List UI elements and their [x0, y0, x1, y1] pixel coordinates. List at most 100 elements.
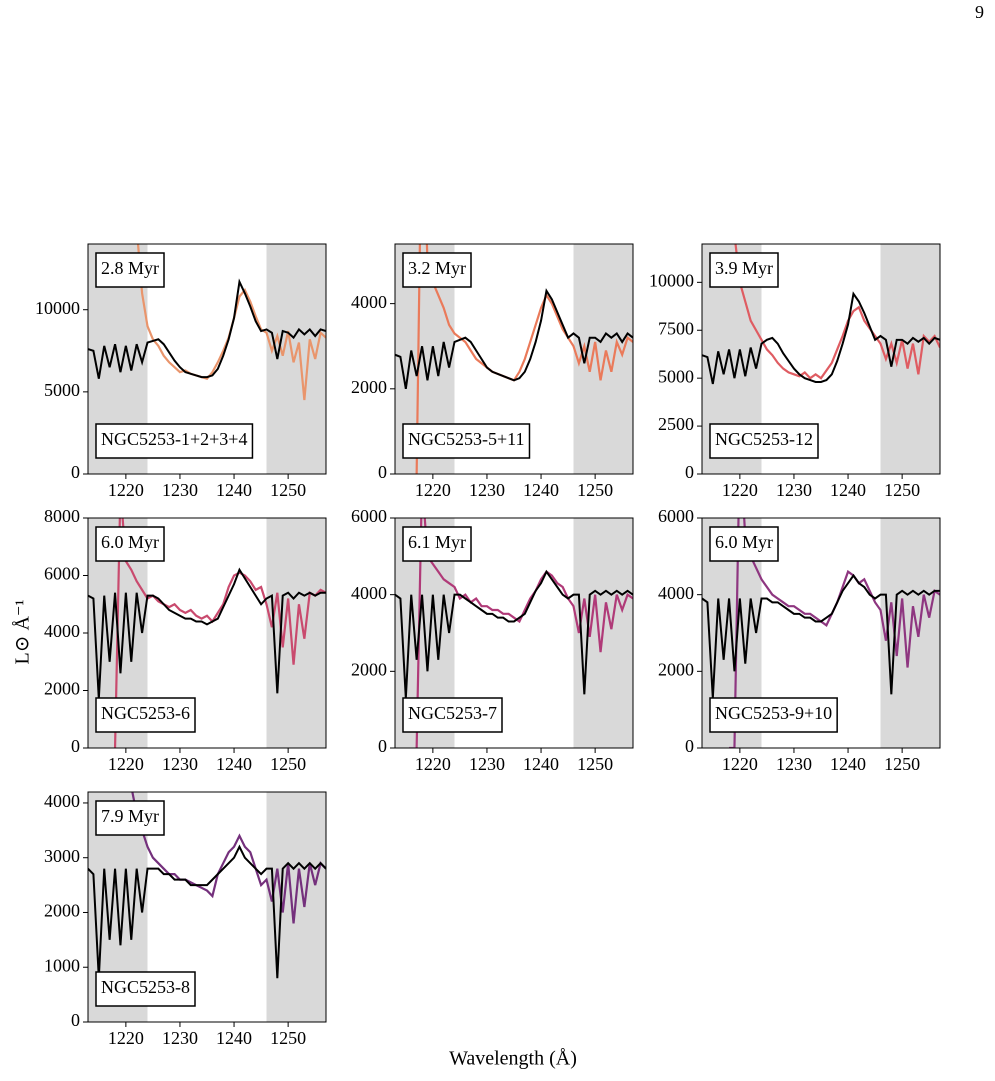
spectrum-line	[131, 792, 326, 924]
y-axis-label: L⊙ Å⁻¹	[12, 600, 34, 665]
axes-frame	[87, 243, 327, 475]
x-tick-label: 1220	[108, 1028, 144, 1048]
spectrum-line	[734, 244, 940, 380]
x-tick-label: 1240	[216, 754, 252, 774]
y-tick-label: 5000	[658, 366, 694, 386]
x-tick-label: 1240	[830, 754, 866, 774]
y-tick-label: 8000	[44, 506, 80, 526]
x-tick-label: 1250	[884, 480, 920, 500]
x-tick-label: 1220	[415, 754, 451, 774]
axes-frame	[701, 243, 941, 475]
spectrum-line	[88, 844, 326, 979]
axes-frame	[394, 517, 634, 749]
x-axis-label: Wavelength (Å)	[449, 1048, 577, 1070]
y-tick-label: 4000	[44, 621, 80, 641]
y-tick-label: 6000	[658, 506, 694, 526]
age-label: 7.9 Myr	[101, 806, 159, 826]
y-tick-label: 2000	[44, 679, 80, 699]
label-box	[402, 252, 472, 288]
x-tick-label: 1240	[216, 480, 252, 500]
x-tick-label: 1240	[523, 480, 559, 500]
y-tick-label: 4000	[351, 292, 387, 312]
x-tick-label: 1250	[884, 754, 920, 774]
y-tick-label: 7500	[658, 318, 694, 338]
label-box	[709, 526, 779, 562]
y-tick-label: 10000	[649, 270, 694, 290]
y-tick-label: 0	[685, 736, 694, 756]
x-tick-label: 1230	[162, 754, 198, 774]
label-box	[95, 697, 196, 733]
spectrum-line	[88, 567, 326, 700]
age-label: 3.9 Myr	[715, 258, 773, 278]
cluster-label: NGC5253-7	[408, 703, 497, 723]
y-tick-label: 0	[71, 462, 80, 482]
label-box	[95, 252, 165, 288]
age-label: 6.0 Myr	[101, 532, 159, 552]
panel: 1220 1230 1240 1250 0 2500 5000 7500 10000 3.9 My…	[649, 243, 941, 500]
y-tick-label: 6000	[351, 506, 387, 526]
label-box	[402, 526, 472, 562]
y-tick-label: 4000	[658, 583, 694, 603]
cluster-label: NGC5253-1+2+3+4	[101, 429, 247, 449]
label-box	[709, 423, 819, 459]
cluster-label: NGC5253-12	[715, 429, 813, 449]
y-tick-label: 0	[71, 736, 80, 756]
y-tick-label: 1000	[44, 955, 80, 975]
y-tick-label: 2000	[351, 659, 387, 679]
x-tick-label: 1220	[415, 480, 451, 500]
x-tick-label: 1230	[776, 480, 812, 500]
y-tick-label: 2500	[658, 414, 694, 434]
x-tick-label: 1220	[722, 754, 758, 774]
label-box	[95, 423, 254, 459]
y-tick-label: 2000	[351, 377, 387, 397]
cluster-label: NGC5253-8	[101, 977, 190, 997]
spectrum-line	[702, 291, 940, 385]
x-tick-label: 1250	[577, 754, 613, 774]
x-tick-label: 1230	[776, 754, 812, 774]
x-tick-label: 1250	[270, 754, 306, 774]
axes-frame	[394, 243, 634, 475]
panel: 1220 1230 1240 1250 0 2000 4000 3.2 Myr NGC5253-…	[351, 243, 634, 500]
x-tick-label: 1250	[577, 480, 613, 500]
y-tick-label: 4000	[351, 583, 387, 603]
y-tick-label: 4000	[44, 791, 80, 811]
spectrum-line	[395, 288, 633, 389]
cluster-label: NGC5253-5+11	[408, 429, 524, 449]
label-box	[709, 252, 779, 288]
x-tick-label: 1250	[270, 1028, 306, 1048]
page-number: 9	[975, 2, 984, 22]
spectrum-line	[395, 569, 633, 699]
x-tick-label: 1230	[162, 1028, 198, 1048]
y-tick-label: 6000	[44, 564, 80, 584]
spectrum-line	[113, 518, 326, 748]
axes-frame	[87, 791, 327, 1023]
panel: 1220 1230 1240 1250 0 1000 2000 3000 4000 7.9 Myr…	[44, 791, 327, 1048]
age-label: 2.8 Myr	[101, 258, 159, 278]
age-label: 6.1 Myr	[408, 532, 466, 552]
x-tick-label: 1220	[108, 480, 144, 500]
y-tick-label: 0	[378, 736, 387, 756]
panel: 1220 1230 1240 1250 0 2000 4000 6000 6.1 Myr NGC5…	[351, 506, 634, 774]
shaded-span	[266, 244, 326, 474]
x-tick-label: 1230	[469, 754, 505, 774]
panel: 1220 1230 1240 1250 0 5000 10000 2.8 Myr NGC5253…	[35, 243, 327, 500]
x-tick-label: 1240	[830, 480, 866, 500]
x-tick-label: 1240	[523, 754, 559, 774]
y-tick-label: 0	[685, 462, 694, 482]
x-tick-label: 1230	[469, 480, 505, 500]
label-box	[402, 697, 503, 733]
label-box	[95, 971, 196, 1007]
x-tick-label: 1240	[216, 1028, 252, 1048]
label-box	[709, 697, 838, 733]
y-tick-label: 10000	[35, 298, 80, 318]
label-box	[95, 800, 165, 836]
y-tick-label: 2000	[658, 659, 694, 679]
spectrum-line	[88, 278, 326, 379]
label-box	[95, 526, 165, 562]
y-tick-label: 0	[378, 462, 387, 482]
axes-frame	[701, 517, 941, 749]
spectrum-line	[702, 573, 940, 699]
panel: 1220 1230 1240 1250 0 2000 4000 6000 8000 6.0 Myr…	[44, 506, 327, 774]
panel: 1220 1230 1240 1250 0 2000 4000 6000 6.0 Myr NGC5…	[658, 506, 941, 774]
